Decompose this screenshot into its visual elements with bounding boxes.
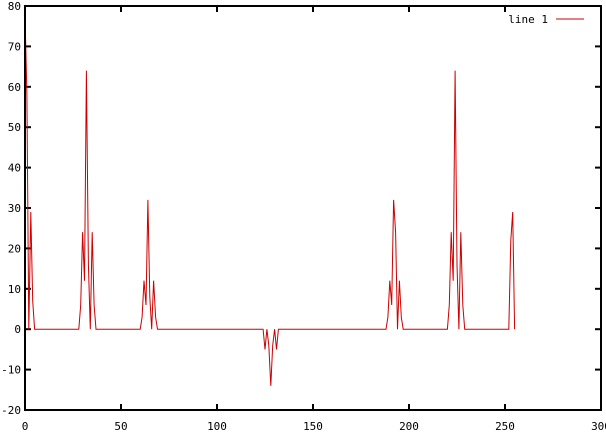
- plot-frame: [24, 5, 602, 411]
- y-tick-label: -20: [1, 404, 21, 417]
- x-tick-label: 150: [303, 420, 323, 433]
- x-tick-label: 200: [399, 420, 419, 433]
- y-tick-label: 40: [8, 162, 21, 175]
- y-tick-label: 50: [8, 121, 21, 134]
- legend-label: line 1: [508, 13, 548, 26]
- y-tick-label: 10: [8, 283, 21, 296]
- y-tick-label: 0: [14, 323, 21, 336]
- legend: line 1: [508, 13, 584, 26]
- y-tick-label: 30: [8, 202, 21, 215]
- x-tick-label: 250: [495, 420, 515, 433]
- series-line-1: [24, 14, 516, 386]
- y-tick-label: 80: [8, 0, 21, 13]
- x-tick-label: 0: [22, 420, 29, 433]
- y-tick-label: -10: [1, 364, 21, 377]
- y-tick-label: 70: [8, 40, 21, 53]
- x-tick-label: 300: [591, 420, 606, 433]
- y-tick-label: 20: [8, 242, 21, 255]
- y-tick-label: 60: [8, 81, 21, 94]
- x-tick-label: 100: [207, 420, 227, 433]
- x-tick-label: 50: [114, 420, 127, 433]
